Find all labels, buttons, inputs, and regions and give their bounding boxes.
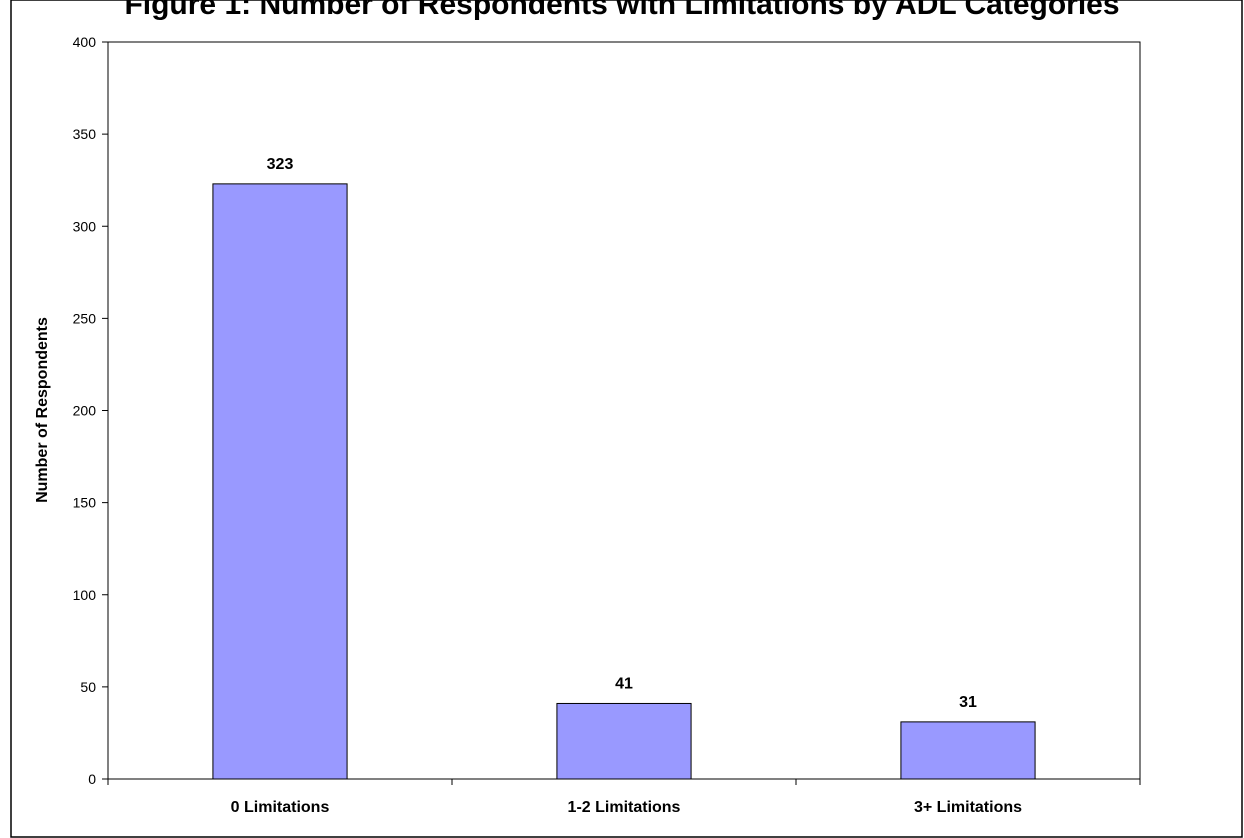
category-label: 1-2 Limitations — [568, 799, 681, 816]
bar-1 — [212, 183, 348, 780]
bars — [212, 183, 1036, 780]
data-label: 323 — [267, 156, 294, 173]
y-tick-label: 0 — [88, 771, 96, 787]
chart-title: Figure 1: Number of Respondents with Lim… — [124, 0, 1119, 21]
y-tick-label: 400 — [73, 34, 97, 50]
y-tick-label: 300 — [73, 218, 97, 234]
category-label: 3+ Limitations — [914, 799, 1022, 816]
category-labels: 0 Limitations 1-2 Limitations 3+ Limitatio… — [231, 799, 1022, 816]
y-tick-label: 100 — [73, 587, 97, 603]
data-label: 41 — [615, 675, 633, 692]
bar-2 — [556, 702, 692, 780]
y-axis-title: Number of Respondents — [34, 317, 51, 503]
data-labels: 323 41 31 — [267, 156, 977, 711]
y-tick-label: 50 — [80, 679, 96, 695]
category-label: 0 Limitations — [231, 799, 330, 816]
bar-3 — [900, 721, 1036, 780]
y-tick-label: 200 — [73, 403, 97, 419]
y-tick-label: 350 — [73, 126, 97, 142]
y-axis-ticks: 0 50 100 150 200 250 300 350 400 — [73, 34, 108, 787]
data-label: 31 — [959, 694, 977, 711]
x-axis-ticks — [107, 779, 1141, 785]
y-tick-label: 250 — [73, 310, 97, 326]
y-tick-label: 150 — [73, 495, 97, 511]
